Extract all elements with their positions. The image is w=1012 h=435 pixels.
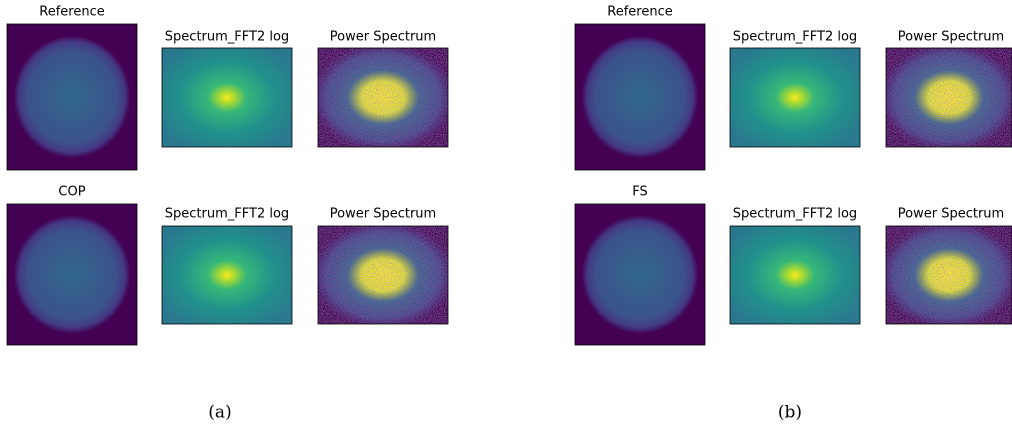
image-frame — [161, 47, 293, 148]
image-frame — [6, 23, 138, 171]
image-frame — [161, 225, 293, 325]
image-title: Reference — [607, 5, 672, 20]
image-frame — [317, 225, 449, 325]
image-disk — [13, 215, 131, 334]
power-spectrum-image — [886, 48, 1012, 147]
image-frame — [574, 203, 706, 346]
image-frame — [885, 47, 1012, 148]
image-title: Spectrum_FFT2 log — [733, 30, 857, 45]
image-title: Spectrum_FFT2 log — [165, 207, 289, 222]
image-title: Power Spectrum — [898, 30, 1004, 45]
image-frame — [885, 225, 1012, 325]
image-frame — [6, 203, 138, 346]
image-title: COP — [58, 185, 85, 200]
image-disk — [581, 215, 699, 334]
image-title: FS — [632, 185, 648, 200]
panel-caption: (a) — [208, 403, 231, 423]
image-frame — [574, 23, 706, 171]
image-title: Power Spectrum — [330, 207, 436, 222]
panel-caption: (b) — [778, 403, 802, 423]
image-title: Power Spectrum — [898, 207, 1004, 222]
image-frame — [729, 47, 861, 148]
image-frame — [729, 225, 861, 325]
spectrum-image — [162, 48, 292, 147]
image-disk — [13, 35, 131, 159]
image-title: Spectrum_FFT2 log — [733, 207, 857, 222]
power-spectrum-image — [318, 48, 448, 147]
power-spectrum-image — [886, 226, 1012, 324]
spectrum-image — [162, 226, 292, 324]
power-spectrum-image — [318, 226, 448, 324]
image-frame — [317, 47, 449, 148]
image-disk — [581, 35, 699, 159]
image-title: Power Spectrum — [330, 30, 436, 45]
image-title: Spectrum_FFT2 log — [165, 30, 289, 45]
image-title: Reference — [39, 5, 104, 20]
spectrum-image — [730, 226, 860, 324]
spectrum-image — [730, 48, 860, 147]
